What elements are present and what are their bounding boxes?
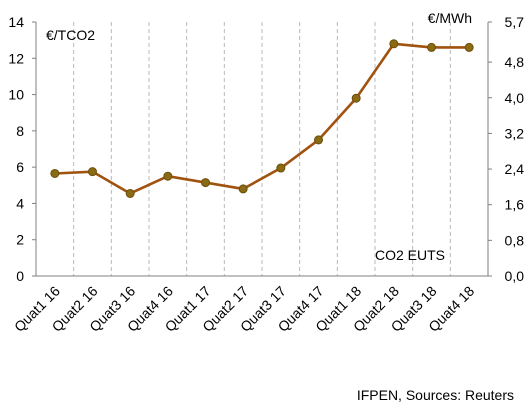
right-axis-ticks: 0,0 0,8 1,6 2,4 3,2 4,0 4,8 5,7 bbox=[488, 14, 524, 284]
data-point bbox=[238, 184, 248, 194]
left-tick-label: 10 bbox=[8, 87, 24, 103]
left-tick-label: 12 bbox=[8, 50, 24, 66]
data-point bbox=[427, 42, 436, 52]
left-tick-label: 2 bbox=[16, 232, 24, 248]
right-tick-label: 3,2 bbox=[505, 125, 525, 141]
series-line bbox=[54, 42, 470, 195]
left-tick-label: 0 bbox=[16, 268, 24, 284]
left-tick-label: 14 bbox=[8, 14, 24, 30]
data-point bbox=[125, 188, 135, 198]
right-tick-label: 1,6 bbox=[505, 197, 525, 213]
data-point bbox=[464, 42, 474, 52]
data-point bbox=[163, 171, 173, 181]
right-tick-label: 0,0 bbox=[505, 268, 525, 284]
right-tick-label: 5,7 bbox=[505, 14, 525, 30]
data-point bbox=[351, 93, 361, 103]
data-point bbox=[201, 178, 210, 188]
data-point bbox=[389, 39, 399, 49]
source-note: IFPEN, Sources: Reuters bbox=[356, 387, 514, 403]
data-point bbox=[88, 167, 97, 177]
chart-annotation: CO2 EUTS bbox=[375, 247, 445, 263]
right-tick-label: 0,8 bbox=[505, 232, 525, 248]
data-point bbox=[276, 163, 286, 173]
left-axis-label: €/TCO2 bbox=[46, 27, 95, 43]
data-point bbox=[50, 168, 60, 178]
left-tick-label: 6 bbox=[16, 159, 24, 175]
left-tick-label: 4 bbox=[16, 195, 24, 211]
left-tick-label: 8 bbox=[16, 123, 24, 139]
data-point bbox=[314, 135, 323, 145]
axes bbox=[35, 22, 489, 277]
series bbox=[50, 39, 474, 198]
right-tick-label: 4,8 bbox=[505, 54, 525, 70]
gridlines bbox=[73, 22, 451, 276]
right-tick-label: 2,4 bbox=[505, 161, 525, 177]
left-axis-ticks: 0 2 4 6 8 10 12 14 bbox=[8, 14, 36, 284]
right-axis-label: €/MWh bbox=[428, 10, 472, 26]
right-tick-label: 4,0 bbox=[505, 90, 525, 106]
